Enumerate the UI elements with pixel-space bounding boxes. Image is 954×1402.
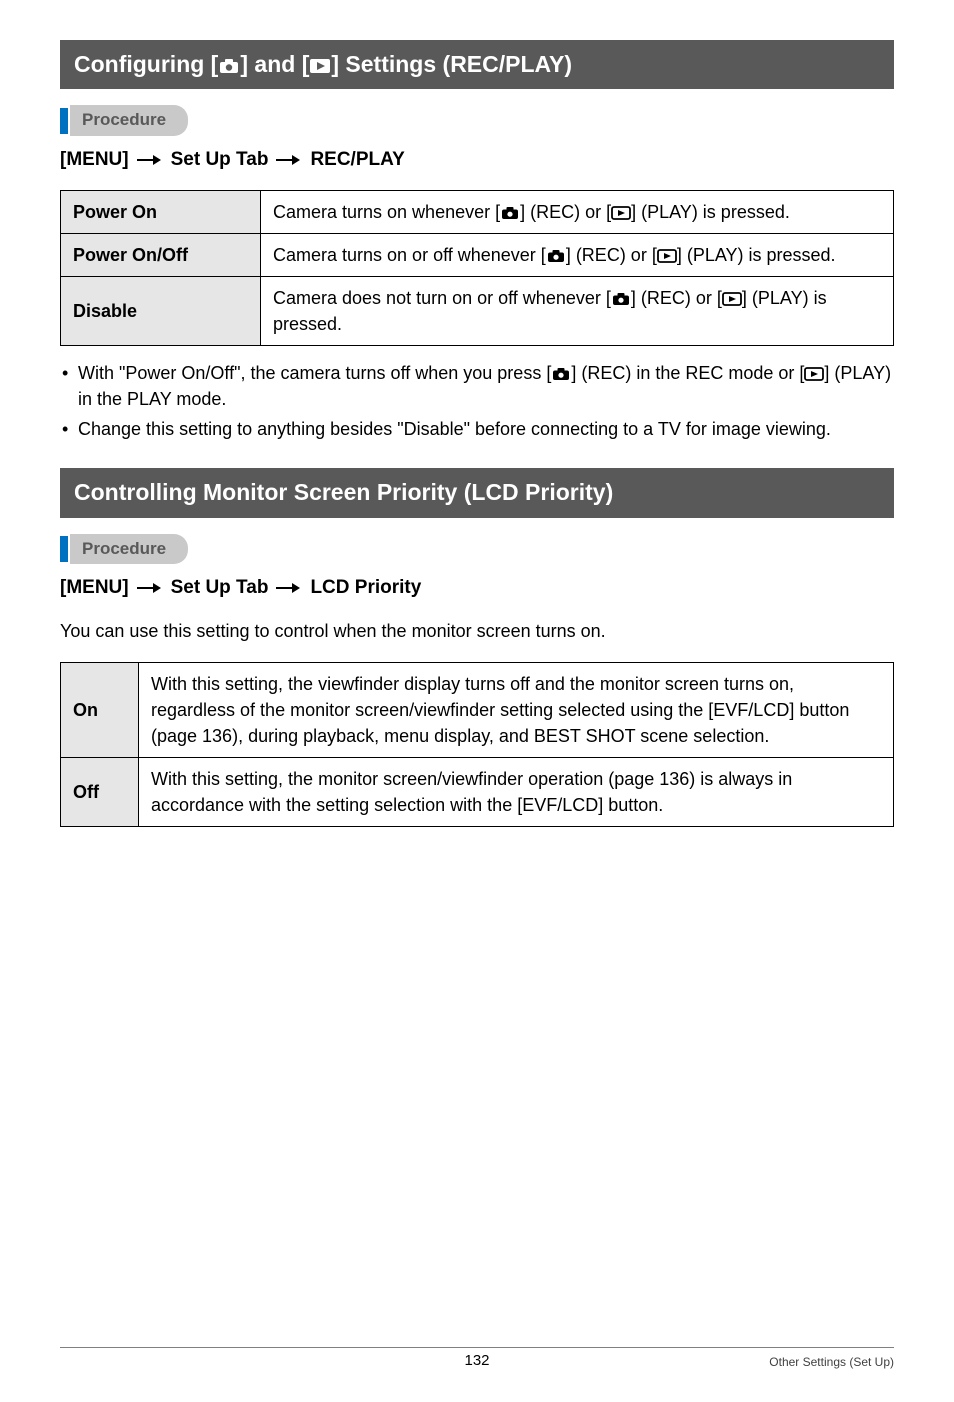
section-title-pre: Configuring [ xyxy=(74,51,218,77)
menu-label: [MENU] xyxy=(60,146,129,174)
menu-step: Set Up Tab xyxy=(171,146,269,174)
row-text: With this setting, the viewfinder displa… xyxy=(139,662,894,757)
page-footer: 132 Other Settings (Set Up) xyxy=(60,1347,894,1371)
intro-text: You can use this setting to control when… xyxy=(60,618,894,644)
camera-icon xyxy=(551,367,571,381)
section-header-lcd: Controlling Monitor Screen Priority (LCD… xyxy=(60,468,894,517)
section-title-mid: ] and [ xyxy=(240,51,309,77)
row-label: On xyxy=(61,662,139,757)
play-icon xyxy=(722,292,742,306)
list-item: Change this setting to anything besides … xyxy=(60,416,894,442)
procedure-row: Procedure xyxy=(60,105,894,136)
arrow-icon xyxy=(135,581,165,595)
table-row: Disable Camera does not turn on or off w… xyxy=(61,276,894,345)
page-number: 132 xyxy=(464,1350,489,1372)
table-lcd: On With this setting, the viewfinder dis… xyxy=(60,662,894,827)
procedure-bar xyxy=(60,536,68,562)
procedure-row: Procedure xyxy=(60,534,894,565)
play-icon xyxy=(611,206,631,220)
row-label: Disable xyxy=(61,276,261,345)
menu-step: Set Up Tab xyxy=(171,574,269,602)
list-item: With "Power On/Off", the camera turns of… xyxy=(60,360,894,412)
row-label: Power On xyxy=(61,190,261,233)
menu-path-recplay: [MENU] Set Up Tab REC/PLAY xyxy=(60,146,894,174)
procedure-bar xyxy=(60,108,68,134)
section-header-recplay: Configuring [ ] and [ ] Settings (REC/PLAY… xyxy=(60,40,894,89)
table-recplay: Power On Camera turns on whenever [] (RE… xyxy=(60,190,894,346)
row-text: Camera does not turn on or off whenever … xyxy=(261,276,894,345)
camera-icon xyxy=(218,58,240,74)
play-icon xyxy=(657,249,677,263)
play-icon xyxy=(804,367,824,381)
section-title: Controlling Monitor Screen Priority (LCD… xyxy=(74,479,613,505)
procedure-label: Procedure xyxy=(82,539,166,558)
row-text: Camera turns on whenever [] (REC) or [] … xyxy=(261,190,894,233)
play-icon xyxy=(309,58,331,74)
arrow-icon xyxy=(274,581,304,595)
table-row: Power On Camera turns on whenever [] (RE… xyxy=(61,190,894,233)
table-row: Power On/Off Camera turns on or off when… xyxy=(61,233,894,276)
row-text: With this setting, the monitor screen/vi… xyxy=(139,758,894,827)
procedure-pill: Procedure xyxy=(70,105,188,136)
menu-step: REC/PLAY xyxy=(310,146,404,174)
menu-step: LCD Priority xyxy=(310,574,421,602)
camera-icon xyxy=(611,292,631,306)
menu-path-lcd: [MENU] Set Up Tab LCD Priority xyxy=(60,574,894,602)
section-title-post: ] Settings (REC/PLAY) xyxy=(331,51,572,77)
row-label: Off xyxy=(61,758,139,827)
arrow-icon xyxy=(135,153,165,167)
menu-label: [MENU] xyxy=(60,574,129,602)
procedure-pill: Procedure xyxy=(70,534,188,565)
arrow-icon xyxy=(274,153,304,167)
table-row: On With this setting, the viewfinder dis… xyxy=(61,662,894,757)
camera-icon xyxy=(546,249,566,263)
procedure-label: Procedure xyxy=(82,110,166,129)
camera-icon xyxy=(500,206,520,220)
table-row: Off With this setting, the monitor scree… xyxy=(61,758,894,827)
row-text: Camera turns on or off whenever [] (REC)… xyxy=(261,233,894,276)
bullet-list: With "Power On/Off", the camera turns of… xyxy=(60,360,894,442)
row-label: Power On/Off xyxy=(61,233,261,276)
